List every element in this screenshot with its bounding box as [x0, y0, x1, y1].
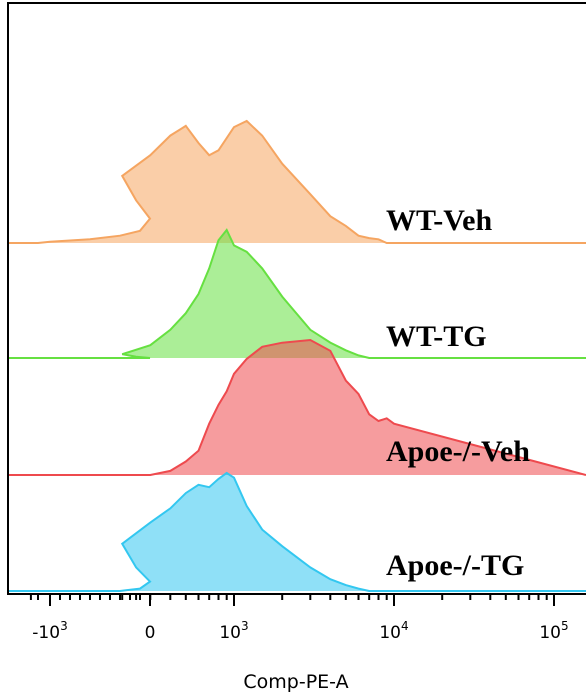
x-axis-ticks [29, 594, 555, 606]
x-axis-title: Comp-PE-A [243, 671, 348, 693]
series-line-2 [8, 228, 586, 359]
x-tick-label-2: 0 [145, 623, 156, 643]
series-label-layer: WT-Veh WT-TG Apoe-/-Veh Apoe-/-TG [386, 204, 530, 582]
series-line-1 [8, 119, 586, 244]
series-label-2: WT-TG [386, 320, 487, 353]
series-area-2 [8, 230, 586, 358]
series-label-3: Apoe-/-Veh [386, 435, 530, 468]
series-layer [8, 119, 586, 592]
x-tick-label-4: 104 [379, 619, 408, 643]
series-label-4: Apoe-/-TG [386, 549, 524, 582]
series-area-3 [8, 340, 586, 475]
x-tick-label-1: -103 [32, 619, 67, 643]
x-tick-label-5: 105 [539, 619, 568, 643]
x-tick-label-3: 103 [219, 619, 248, 643]
series-area-4 [8, 473, 586, 591]
series-line-3 [8, 338, 586, 476]
x-axis-tick-labels: -103 0 103 104 105 [32, 619, 568, 643]
series-line-4 [8, 471, 586, 592]
plot-frame [7, 2, 586, 595]
series-label-1: WT-Veh [386, 204, 492, 237]
series-area-1 [8, 121, 586, 243]
